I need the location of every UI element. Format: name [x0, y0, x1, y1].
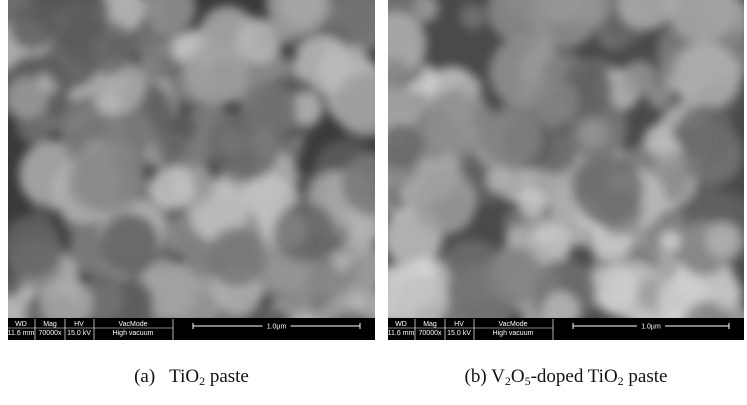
particle [622, 60, 658, 96]
particle [379, 124, 425, 170]
particle [486, 247, 543, 304]
particle [644, 125, 675, 156]
info-header: VacMode [118, 321, 147, 328]
particles [357, 0, 747, 345]
info-header: WD [15, 321, 27, 328]
caption-label: (a) [134, 366, 155, 387]
particle [578, 119, 608, 149]
info-value: High vacuum [113, 330, 154, 337]
particle [332, 251, 353, 272]
particle [184, 42, 248, 106]
caption-text: -doped TiO [531, 366, 618, 387]
info-header: HV [74, 321, 84, 328]
particle [273, 212, 308, 247]
info-value: 70000x [419, 330, 442, 337]
particle [283, 274, 305, 296]
info-value: 15.0 kV [447, 330, 471, 337]
particle [221, 131, 245, 155]
particle [480, 107, 541, 168]
page: WD 11.6 mm Mag 70000x HV 15.0 kV VacMode High v… [0, 0, 747, 405]
particle [677, 105, 734, 162]
particle [157, 132, 187, 162]
caption: (a) TiO2 paste [8, 366, 375, 389]
particle [411, 170, 476, 235]
caption: (b) V2O5-doped TiO2 paste [388, 366, 744, 389]
particle [44, 36, 98, 90]
info-bar [8, 318, 375, 340]
particle [207, 227, 267, 287]
particle [155, 55, 181, 81]
caption-text: V [491, 366, 505, 387]
particle [592, 264, 638, 310]
particle [96, 91, 121, 116]
info-header: Mag [43, 321, 57, 328]
particle [381, 57, 408, 84]
particles [0, 0, 408, 345]
particle [241, 82, 297, 138]
info-header: Mag [423, 321, 437, 328]
info-header: HV [454, 321, 464, 328]
info-header: WD [395, 321, 407, 328]
particle [270, 17, 296, 43]
particle [712, 279, 743, 310]
info-header: VacMode [498, 321, 527, 328]
particle [250, 129, 278, 157]
particle [100, 214, 159, 273]
particle [661, 231, 681, 251]
particle [673, 42, 740, 109]
particle [572, 155, 643, 226]
caption-text: paste [205, 366, 249, 387]
particle [705, 222, 742, 259]
info-value: 11.6 mm [8, 330, 35, 337]
scale-label: 1.0µm [641, 324, 661, 331]
scale-label: 1.0µm [267, 324, 287, 331]
caption-text: TiO [169, 366, 199, 387]
particle [150, 165, 194, 209]
particle [460, 4, 486, 30]
info-value: 11.6 mm [388, 330, 415, 337]
info-value: High vacuum [493, 330, 534, 337]
sem-image: WD 11.6 mm Mag 70000x HV 15.0 kV VacMode High v… [0, 0, 408, 345]
particle [74, 142, 145, 213]
info-value: 70000x [39, 330, 62, 337]
sem-image: WD 11.6 mm Mag 70000x HV 15.0 kV VacMode High v… [357, 0, 747, 345]
particle [461, 76, 483, 98]
caption-text: paste [624, 366, 668, 387]
particle [518, 188, 546, 216]
caption-label: (b) [465, 366, 487, 387]
caption-text: O [511, 366, 525, 387]
info-value: 15.0 kV [67, 330, 91, 337]
particle [535, 79, 579, 123]
figure: WD 11.6 mm Mag 70000x HV 15.0 kV VacMode High v… [0, 0, 747, 345]
particle [1, 216, 63, 278]
